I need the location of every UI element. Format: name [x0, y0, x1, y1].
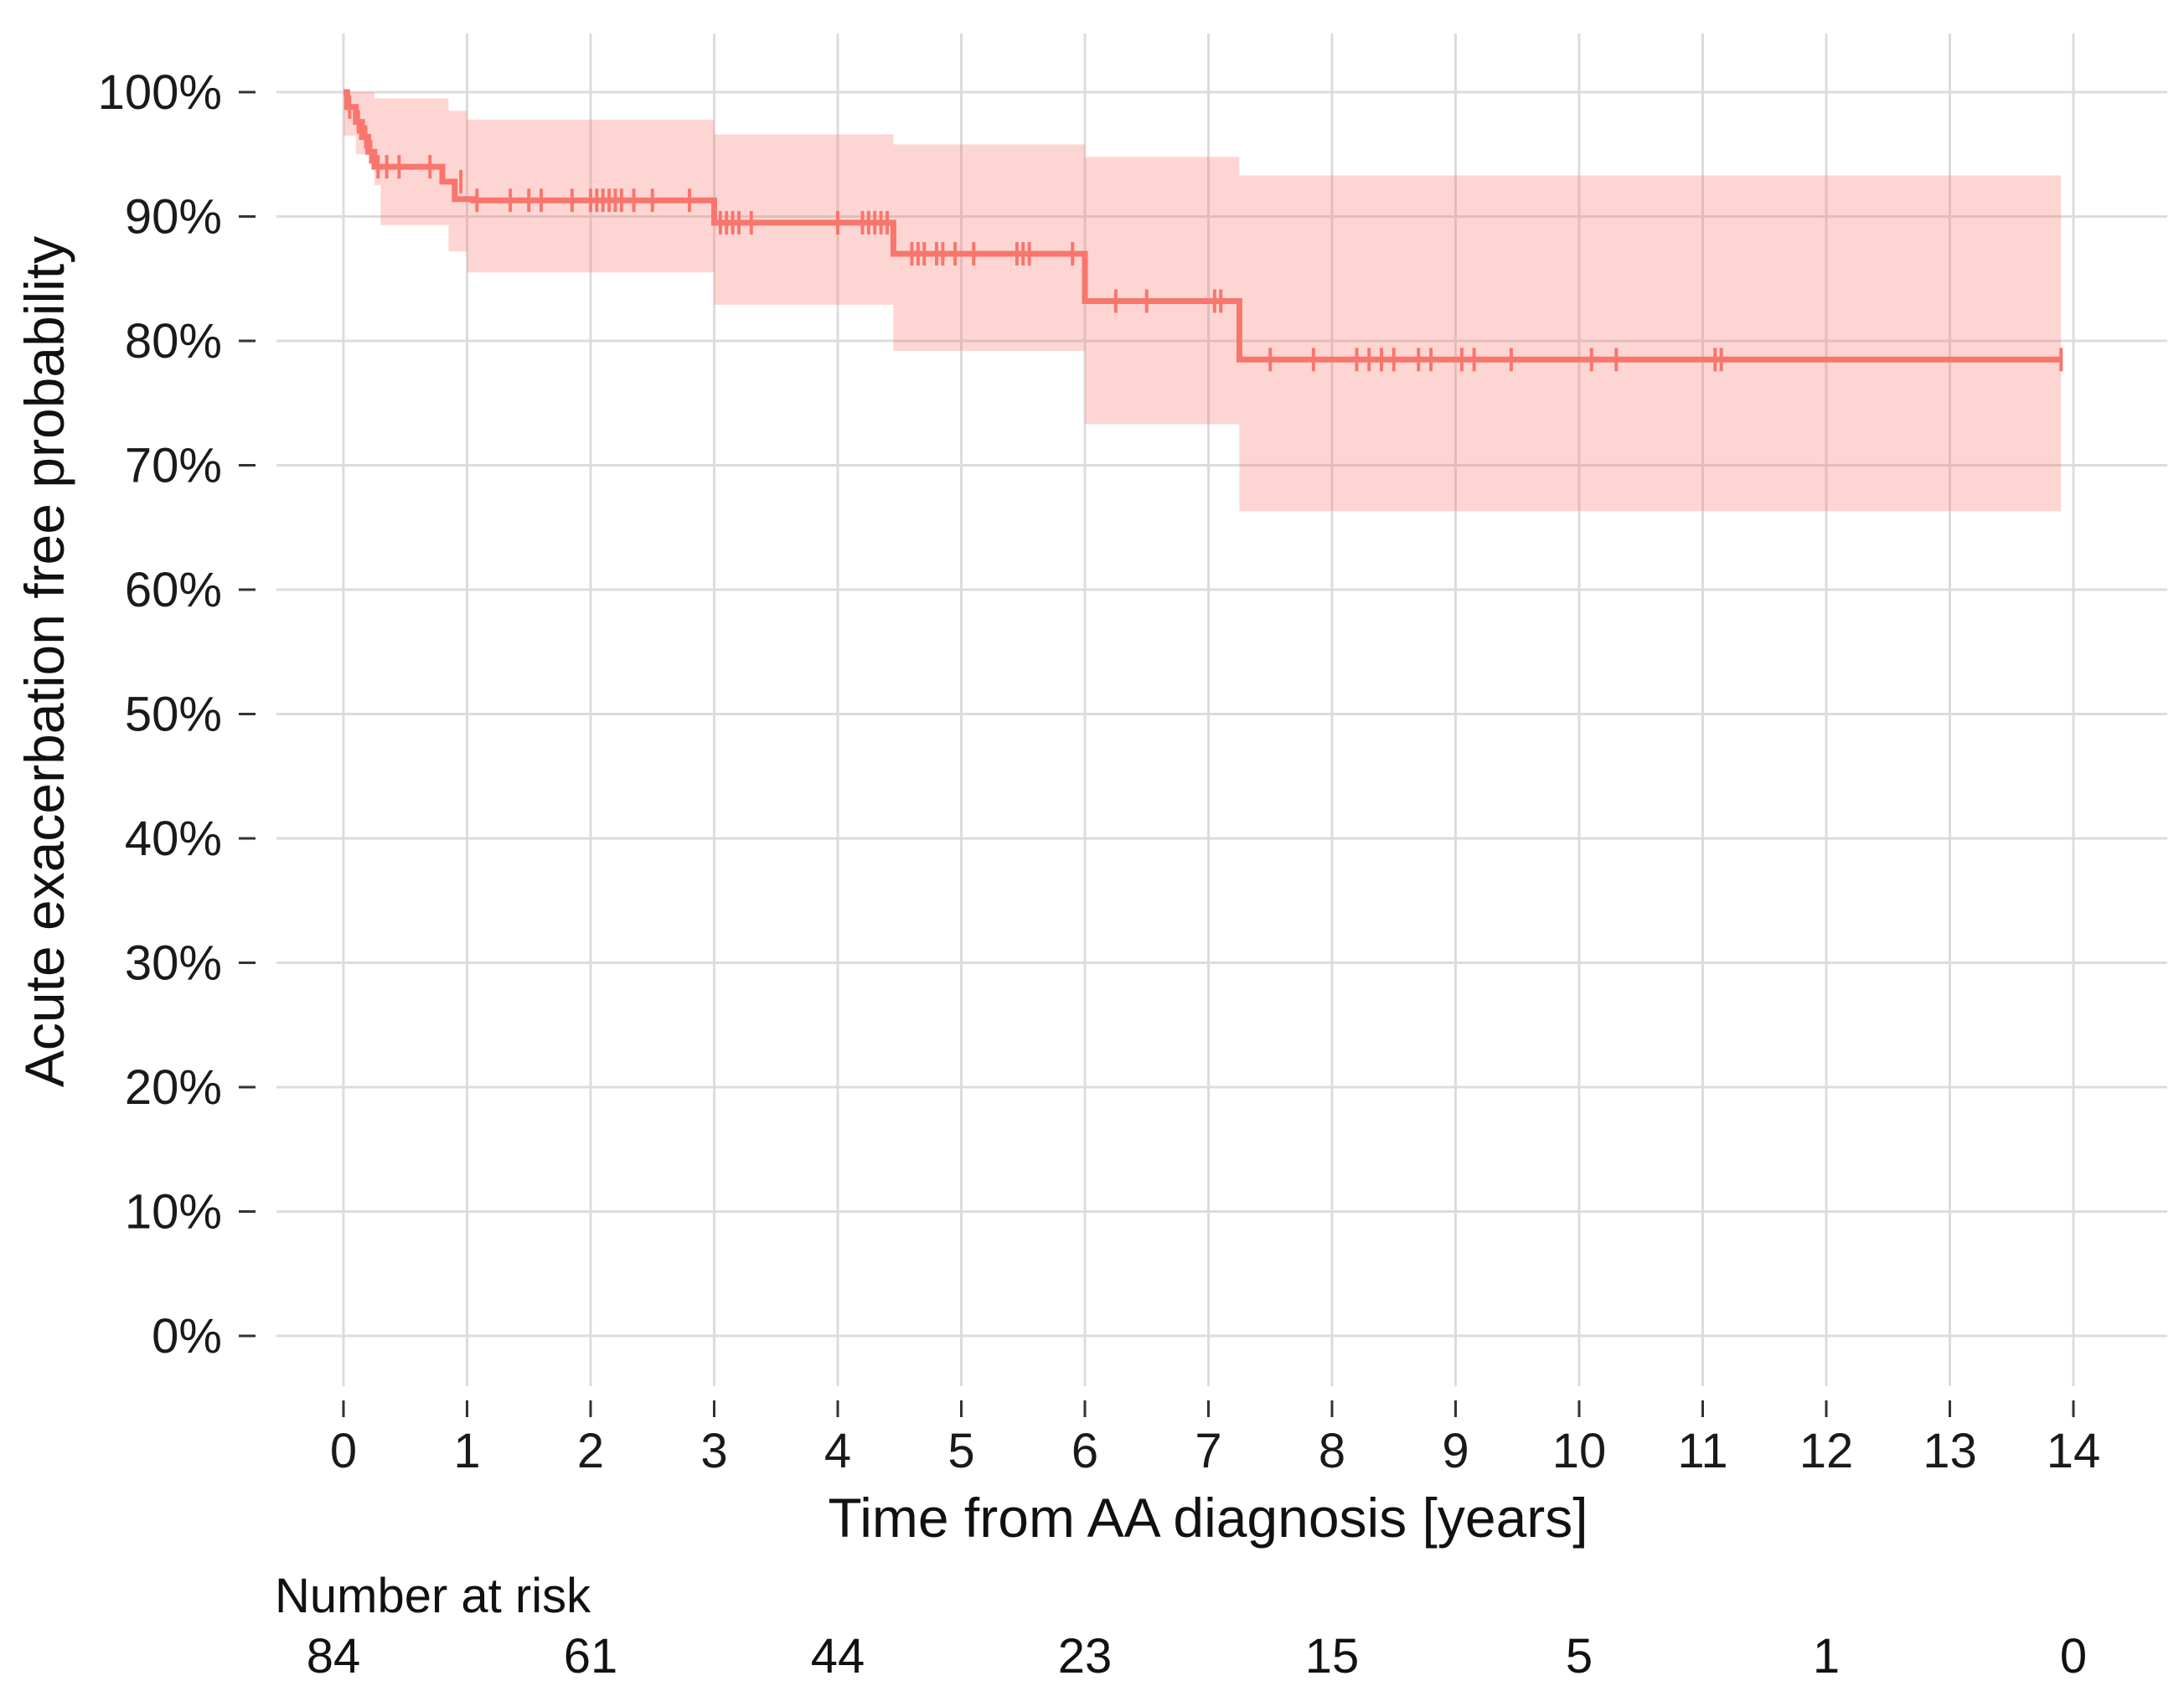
- risk-count: 15: [1305, 1629, 1360, 1683]
- y-tick-label: 30%: [125, 936, 222, 991]
- x-tick-label: 7: [1195, 1424, 1221, 1478]
- y-tick-label: 60%: [125, 563, 222, 617]
- risk-count: 5: [1566, 1629, 1593, 1683]
- risk-count: 61: [564, 1629, 618, 1683]
- x-tick-label: 13: [1923, 1424, 1977, 1478]
- x-tick-label: 4: [824, 1424, 851, 1478]
- y-tick-label: 90%: [125, 190, 222, 245]
- x-tick-label: 8: [1319, 1424, 1345, 1478]
- x-tick-label: 12: [1799, 1424, 1854, 1478]
- y-tick-label: 10%: [125, 1185, 222, 1240]
- risk-count: 1: [1813, 1629, 1840, 1683]
- x-tick-label: 14: [2047, 1424, 2101, 1478]
- risk-count: 84: [307, 1629, 361, 1683]
- risk-table-title: Number at risk: [275, 1569, 591, 1623]
- grid: [276, 34, 2167, 1386]
- x-tick-label: 2: [577, 1424, 604, 1478]
- risk-count: 23: [1058, 1629, 1113, 1683]
- y-tick-label: 70%: [125, 439, 222, 493]
- x-tick-label: 0: [330, 1424, 357, 1478]
- y-axis-title: Acute exacerbation free probability: [13, 236, 75, 1087]
- censor-marks-layer: [348, 95, 2063, 372]
- risk-count: 44: [811, 1629, 865, 1683]
- y-tick-label: 80%: [125, 314, 222, 369]
- y-tick-label: 20%: [125, 1060, 222, 1115]
- x-tick-label: 5: [947, 1424, 974, 1478]
- x-tick-label: 10: [1552, 1424, 1607, 1478]
- y-tick-label: 40%: [125, 812, 222, 866]
- x-tick-label: 6: [1071, 1424, 1098, 1478]
- x-tick-label: 9: [1442, 1424, 1469, 1478]
- y-axis: 0% 10% 20% 30% 40% 50% 60% 70% 80% 90% 100%: [98, 65, 256, 1364]
- x-axis: 0 1 2 3 4 5 6 7 8 9 10 11 12 13 14: [330, 1400, 2100, 1478]
- y-tick-label: 50%: [125, 688, 222, 742]
- risk-table: Number at risk 84 61 44 23 15 5 1 0: [275, 1569, 2087, 1683]
- y-tick-label: 100%: [98, 65, 222, 120]
- x-axis-title: Time from AA diagnosis [years]: [828, 1487, 1588, 1549]
- x-tick-label: 3: [700, 1424, 727, 1478]
- x-tick-label: 11: [1677, 1424, 1727, 1478]
- risk-count: 0: [2060, 1629, 2087, 1683]
- y-tick-label: 0%: [152, 1309, 222, 1364]
- x-tick-label: 1: [453, 1424, 480, 1478]
